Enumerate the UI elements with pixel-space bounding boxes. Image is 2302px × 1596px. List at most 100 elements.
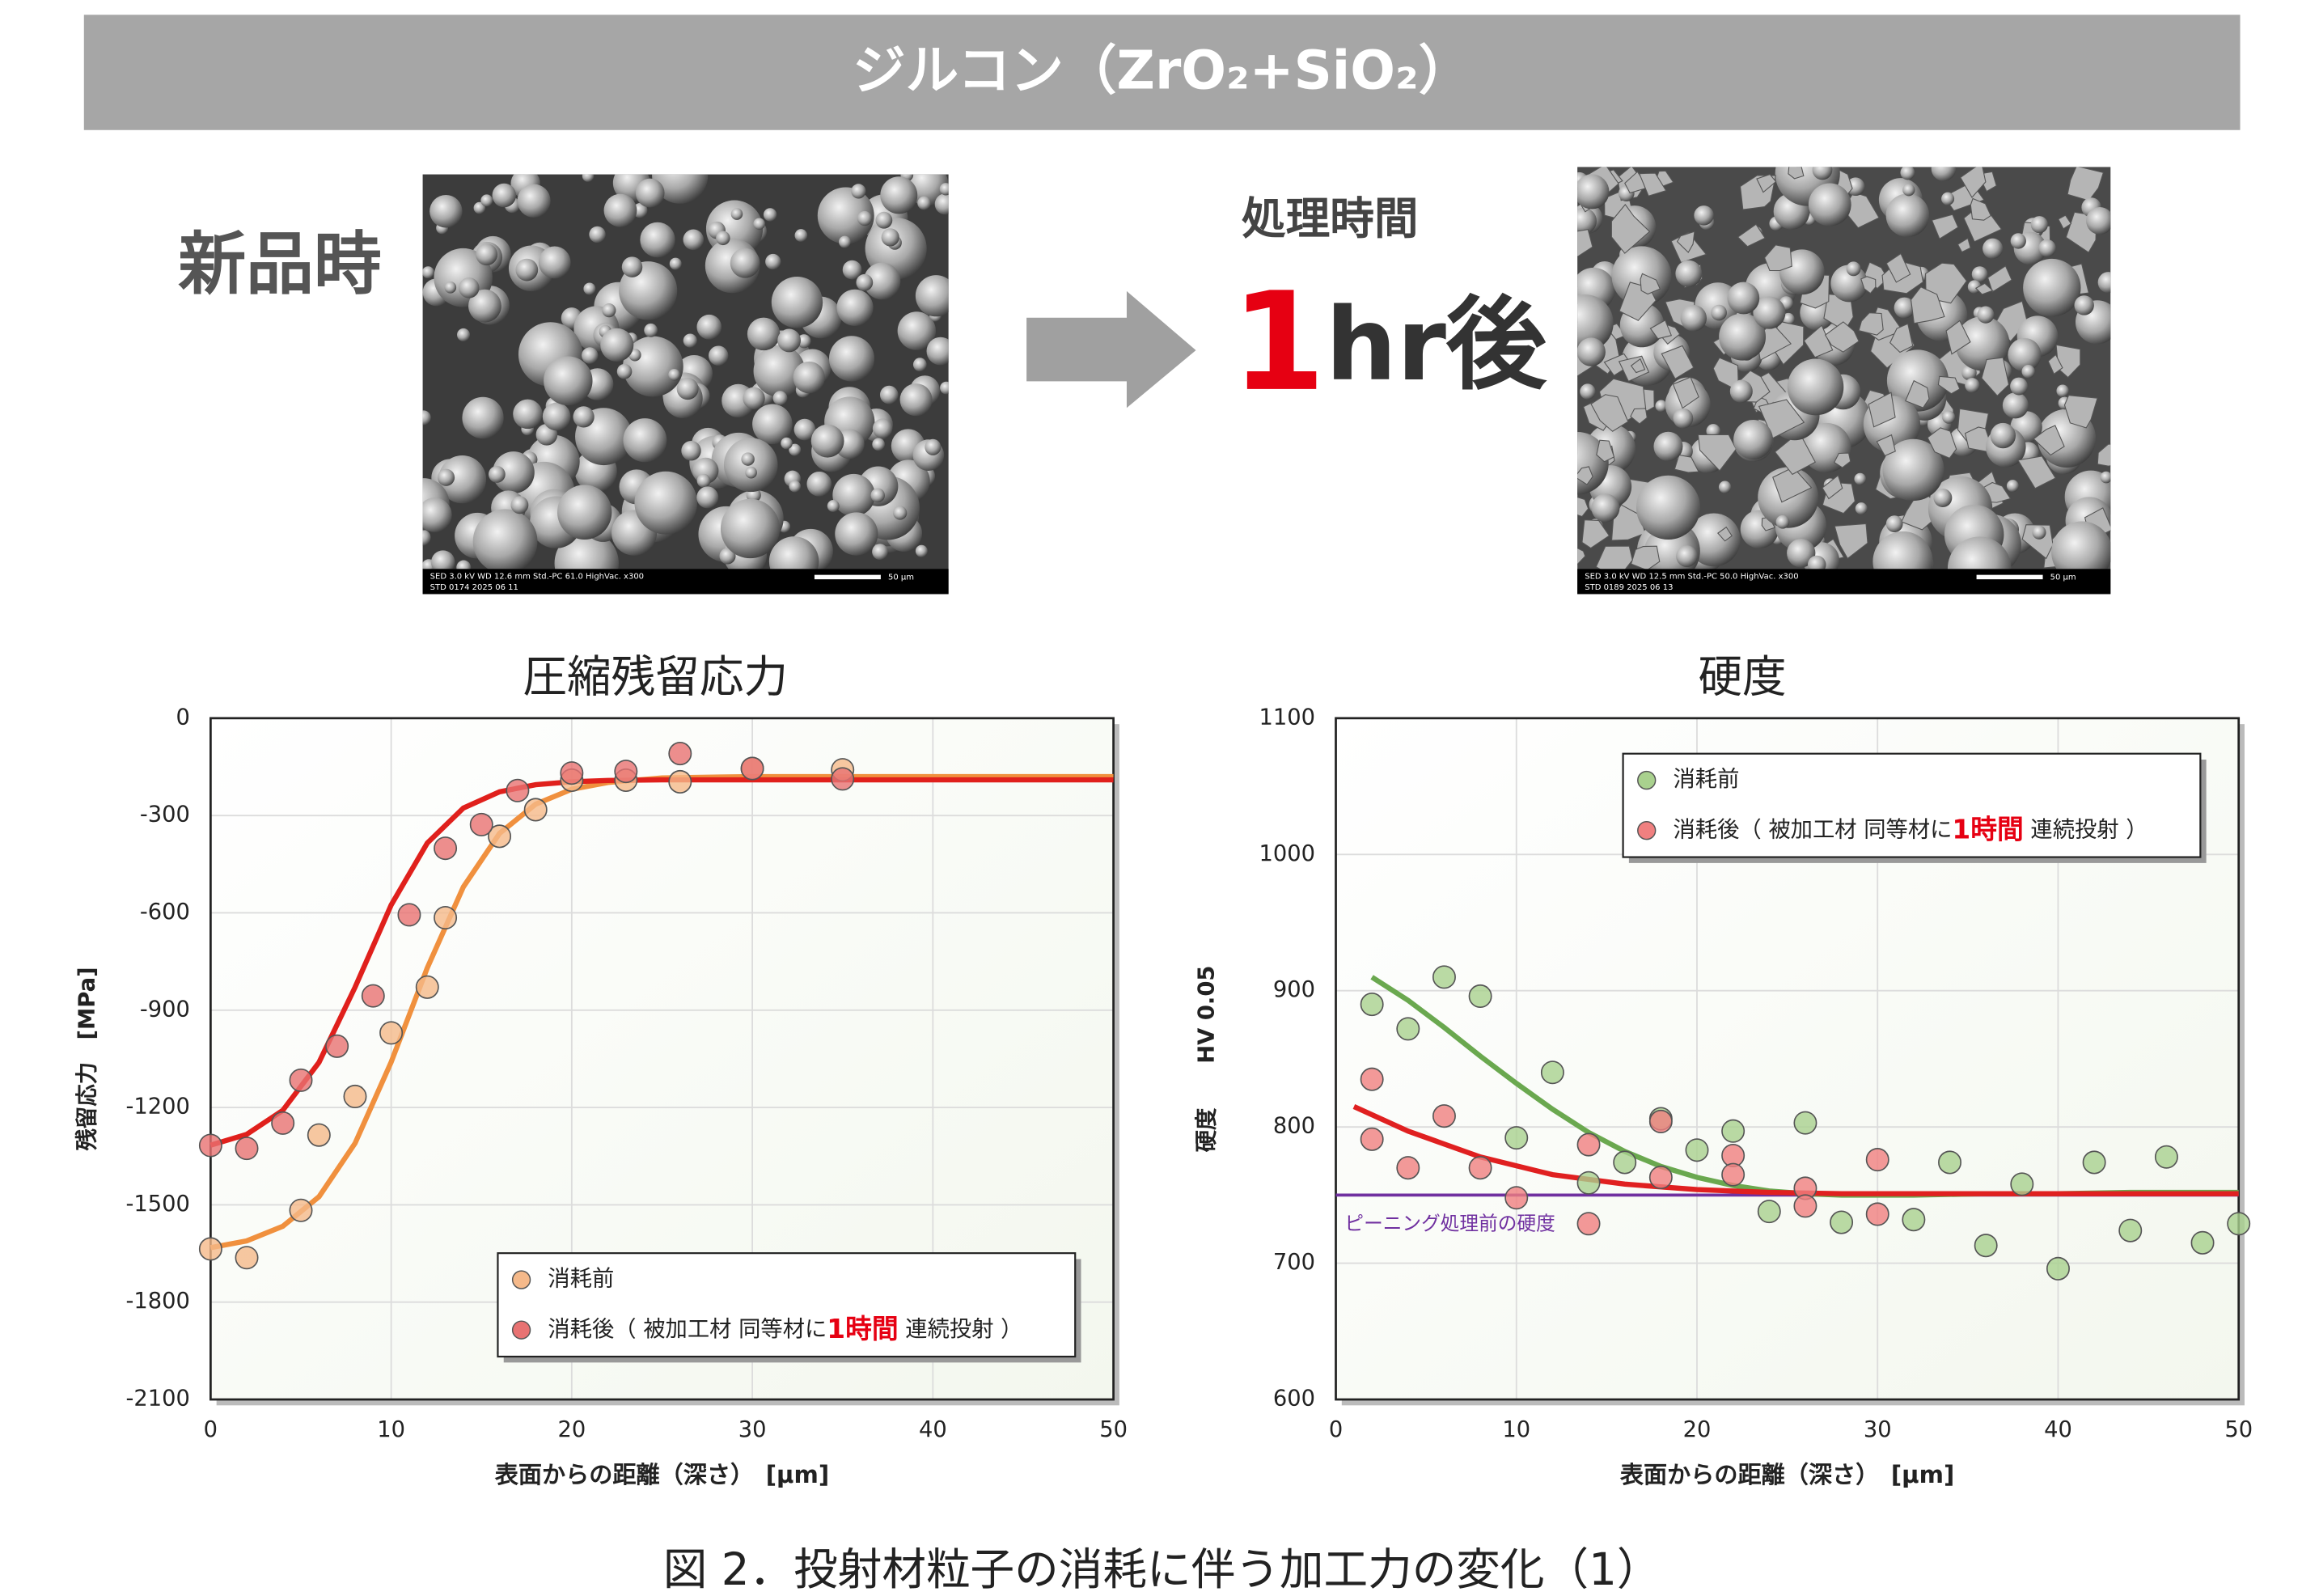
data-point: [1432, 965, 1456, 989]
fragment: [1834, 523, 1868, 560]
particle: [1902, 184, 1915, 197]
particle: [741, 452, 755, 466]
data-point: [1432, 1104, 1456, 1128]
particle: [2032, 525, 2046, 540]
particle: [681, 440, 701, 461]
info-line: STD 0189 2025 06 13: [1585, 583, 1673, 592]
data-point: [1576, 1132, 1601, 1157]
data-point: [415, 975, 439, 999]
chart-title: 硬度: [1698, 650, 1786, 702]
data-point: [397, 903, 421, 927]
particle: [1577, 174, 1610, 210]
chart: 圧縮残留応力 -2100 -1800 -1500 -1200 -900 -600 -300 0 0…: [74, 650, 1128, 1488]
particle: [2074, 295, 2094, 315]
particle: [582, 174, 595, 182]
particle: [582, 347, 599, 364]
particle: [1653, 431, 1683, 461]
data-point: [1757, 1200, 1781, 1224]
particle: [1673, 408, 1694, 429]
particle: [1718, 480, 1732, 493]
data-point: [2010, 1172, 2034, 1196]
fragment: [1758, 399, 1805, 439]
caption: 図 2．投射材粒子の消耗に伴う加工力の変化（1）: [663, 1543, 1661, 1595]
data-point: [1360, 993, 1384, 1017]
particle: [1580, 383, 1596, 400]
y-tick-label: -1500: [126, 1192, 190, 1217]
fragment: [1937, 375, 1961, 395]
data-point: [2227, 1212, 2251, 1236]
info-bar: [422, 569, 949, 595]
fragment: [1595, 545, 1633, 569]
duration-suffix: hr後: [1326, 287, 1547, 404]
data-point: [1504, 1186, 1529, 1210]
particle: [1900, 167, 1915, 180]
legend-text-part: 連続投射 ）: [2024, 817, 2148, 842]
particle: [515, 258, 539, 282]
data-point: [1721, 1119, 1746, 1143]
particle: [2100, 471, 2111, 484]
particle: [1983, 238, 2004, 259]
fragment: [1858, 312, 1884, 336]
legend-marker: [1637, 770, 1657, 790]
fragment: [1590, 394, 1629, 432]
data-point: [1685, 1138, 1709, 1162]
data-point: [506, 778, 530, 802]
fragment: [1970, 197, 1991, 221]
data-point: [198, 1237, 222, 1261]
particle: [2038, 239, 2056, 257]
particle: [872, 418, 893, 439]
data-point: [1613, 1150, 1637, 1175]
info-line: SED 3.0 kV WD 12.5 mm Std.-PC 50.0 HighV…: [1585, 572, 1798, 581]
fragment: [1596, 439, 1615, 463]
particle: [696, 486, 719, 509]
data-point: [198, 1133, 222, 1158]
particle: [872, 544, 888, 561]
particles: [422, 174, 949, 569]
before-label: 新品時: [178, 224, 381, 303]
particle: [422, 410, 431, 425]
particle: [875, 211, 893, 229]
x-axis-label: 表面からの距離（深さ） [μm]: [494, 1461, 829, 1488]
particle: [794, 229, 808, 242]
particle: [768, 536, 819, 569]
particle: [2010, 233, 2026, 249]
header-bar: [83, 15, 2241, 130]
particle: [777, 328, 802, 353]
particle: [1931, 167, 1957, 181]
particle: [817, 187, 874, 244]
legend-label: 消耗前: [1673, 767, 1739, 792]
particle: [842, 260, 862, 280]
particle: [1775, 514, 1790, 529]
particle: [422, 497, 452, 532]
data-point: [1468, 984, 1492, 1008]
particle: [1687, 513, 1741, 567]
data-point: [325, 1034, 349, 1058]
fragment: [1630, 358, 1646, 374]
particle: [557, 485, 612, 540]
particle: [880, 176, 918, 214]
fragment: [1925, 262, 1968, 304]
particle: [925, 438, 942, 455]
particle: [745, 466, 757, 479]
x-tick-label: 0: [1329, 1417, 1343, 1442]
x-tick-label: 30: [1864, 1417, 1892, 1442]
legend-text-part: 1時間: [1952, 814, 2023, 845]
particle: [2030, 216, 2048, 234]
fragment: [1638, 172, 1667, 197]
y-tick-label: 700: [1273, 1250, 1315, 1275]
data-point: [289, 1198, 313, 1222]
particle: [872, 438, 885, 451]
particle: [753, 345, 806, 397]
particle: [1577, 294, 1614, 352]
scale-bar: [1976, 574, 2043, 580]
particle: [765, 253, 781, 270]
legend-text-part: 連続投射 ）: [899, 1317, 1023, 1342]
particle: [2002, 392, 2029, 419]
particle: [810, 424, 844, 458]
particle: [863, 262, 901, 300]
data-point: [1360, 1127, 1384, 1151]
particle: [1577, 207, 1597, 235]
particle: [1676, 545, 1698, 567]
data-point: [1793, 1111, 1817, 1135]
fragment: [1824, 321, 1860, 353]
